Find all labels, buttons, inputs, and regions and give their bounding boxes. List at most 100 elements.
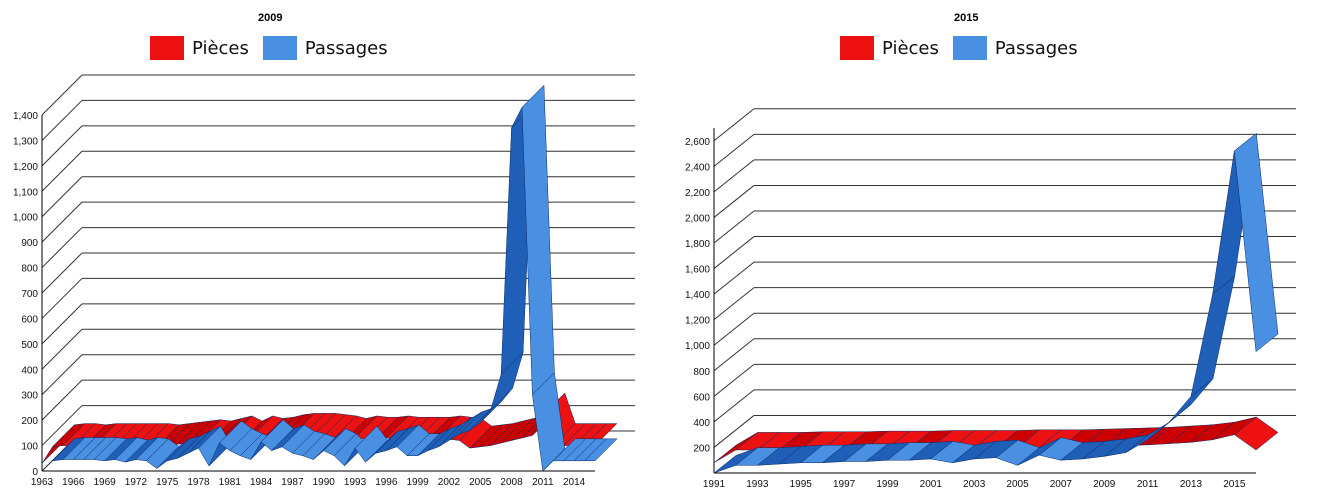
grid-diagonal xyxy=(41,328,83,370)
y-tick-label: 2,000 xyxy=(685,213,710,224)
x-tick-label: 1995 xyxy=(790,479,813,490)
y-tick-label: 400 xyxy=(693,418,710,429)
grid-diagonal xyxy=(41,405,83,446)
y-tick-label: 700 xyxy=(21,289,38,300)
chart-2015: 200 400 600 800 1,000 1,200 1,400 1,600 1,800 2,0… xyxy=(685,108,1296,490)
x-tick-label: 2005 xyxy=(469,477,492,488)
x-tick-label: 1999 xyxy=(406,477,429,488)
x-tick-label: 1999 xyxy=(876,479,899,490)
grid-diagonal xyxy=(41,278,83,319)
y-tick-label: 100 xyxy=(21,442,38,453)
y-tick-label: 800 xyxy=(693,367,710,378)
grid-diagonal xyxy=(713,236,755,269)
x-tick-label: 1993 xyxy=(344,477,367,488)
y-tick-label: 400 xyxy=(21,365,38,376)
passages-segment xyxy=(583,438,618,462)
legend-label-pieces: Pièces xyxy=(882,37,939,59)
grid-diagonal xyxy=(41,252,83,294)
passages-segment xyxy=(1190,275,1236,397)
y-tick-label: 2,200 xyxy=(685,188,710,199)
legend-swatch-pieces xyxy=(150,36,184,60)
y-tick-label: 2,400 xyxy=(685,162,710,173)
x-tick-label: 2003 xyxy=(963,479,986,490)
y-tick-label: 500 xyxy=(21,340,38,351)
grid-diagonal xyxy=(713,159,755,193)
legend-label-pieces: Pièces xyxy=(192,37,249,59)
y-tick-label: 1,400 xyxy=(13,111,38,122)
x-tick-label: 1969 xyxy=(93,477,116,488)
x-tick-label: 1993 xyxy=(746,479,769,490)
legend-swatch-passages xyxy=(952,36,987,60)
y-tick-label: 0 xyxy=(32,467,38,478)
y-tick-label: 300 xyxy=(21,391,38,402)
legend-label-passages: Passages xyxy=(304,37,388,59)
y-tick-label: 1,000 xyxy=(685,341,710,352)
grid-diagonal xyxy=(41,125,83,167)
pieces-segment xyxy=(1233,416,1279,451)
series-passages xyxy=(41,84,618,472)
x-tick-label: 1990 xyxy=(313,477,336,488)
series-passages xyxy=(713,132,1279,474)
chart-panel-2009: 0 100 200 300 400 500 600 700 800 900 1,000 1,100 1,… xyxy=(13,12,635,488)
grid-diagonal xyxy=(713,210,755,244)
y-tick-label: 2,600 xyxy=(685,137,710,148)
y-tick-label: 600 xyxy=(693,392,710,403)
grid-diagonal xyxy=(41,303,83,345)
grid-diagonal xyxy=(41,227,83,268)
x-tick-label: 2009 xyxy=(1093,479,1116,490)
x-tick-label: 1963 xyxy=(31,477,54,488)
x-tick-label: 2011 xyxy=(1137,479,1159,490)
y-tick-label: 900 xyxy=(21,238,38,249)
legend-swatch-passages xyxy=(262,36,297,60)
y-tick-label: 1,200 xyxy=(685,316,710,327)
y-tick-label: 1,100 xyxy=(13,187,38,198)
grid-diagonal xyxy=(41,100,83,141)
grid-diagonal xyxy=(41,354,83,396)
grid-diagonal xyxy=(41,201,83,243)
legend-item-passages: Passages xyxy=(262,36,388,60)
grid-diagonal xyxy=(713,312,755,346)
x-tick-label: 2001 xyxy=(920,479,943,490)
passages-segment xyxy=(1234,132,1279,353)
grid-diagonal xyxy=(713,287,755,321)
y-tick-label: 200 xyxy=(693,443,710,454)
grid-diagonal xyxy=(41,176,83,218)
legend: Pièces Passages xyxy=(150,36,402,60)
y-tick-label: 1,600 xyxy=(685,265,710,276)
x-tick-label: 1978 xyxy=(187,477,210,488)
chart-title: 2009 xyxy=(258,12,283,24)
y-tick-label: 800 xyxy=(21,264,38,275)
grid-diagonal xyxy=(713,108,755,142)
x-tick-label: 2011 xyxy=(532,477,554,488)
grid-diagonal xyxy=(713,415,755,448)
x-tick-label: 2007 xyxy=(1050,479,1073,490)
y-tick-label: 1,300 xyxy=(13,136,38,147)
y-tick-label: 1,000 xyxy=(13,213,38,224)
legend-swatch-pieces xyxy=(840,36,874,60)
x-tick-label: 2014 xyxy=(563,477,586,488)
legend-item-pieces: Pièces xyxy=(150,36,249,60)
grid-diagonal xyxy=(41,74,83,116)
grid-diagonal xyxy=(713,133,755,167)
series-pieces xyxy=(713,416,1279,463)
x-tick-label: 1997 xyxy=(833,479,856,490)
passages-segment xyxy=(521,84,555,396)
x-tick-label: 2008 xyxy=(500,477,523,488)
y-tick-label: 600 xyxy=(21,314,38,325)
y-tick-label: 1,400 xyxy=(685,290,710,301)
chart-panel-2015: 200 400 600 800 1,000 1,200 1,400 1,600 1,800 2,0… xyxy=(664,0,1327,493)
x-tick-label: 2013 xyxy=(1180,479,1203,490)
x-tick-label: 2002 xyxy=(438,477,461,488)
legend-label-passages: Passages xyxy=(994,37,1078,59)
y-tick-label: 200 xyxy=(21,416,38,427)
x-tick-label: 1975 xyxy=(156,477,179,488)
legend-item-passages: Passages xyxy=(952,36,1078,60)
chart-title: 2015 xyxy=(954,12,979,24)
grid-diagonal xyxy=(713,338,755,372)
grid-diagonal xyxy=(41,379,83,421)
x-tick-label: 2005 xyxy=(1006,479,1029,490)
x-tick-label: 1972 xyxy=(125,477,148,488)
legend: Pièces Passages xyxy=(840,36,1092,60)
x-tick-label: 1991 xyxy=(703,479,726,490)
x-tick-label: 1966 xyxy=(62,477,85,488)
